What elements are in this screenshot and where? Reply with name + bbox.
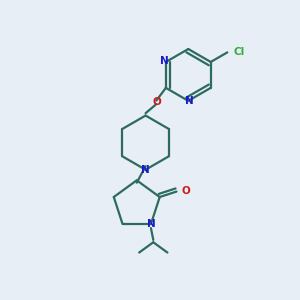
Text: N: N [141,165,150,175]
Text: O: O [153,97,162,107]
Text: N: N [147,219,155,229]
Text: N: N [185,96,194,106]
Text: Cl: Cl [234,47,245,57]
Text: O: O [182,186,190,196]
Text: N: N [160,56,169,66]
